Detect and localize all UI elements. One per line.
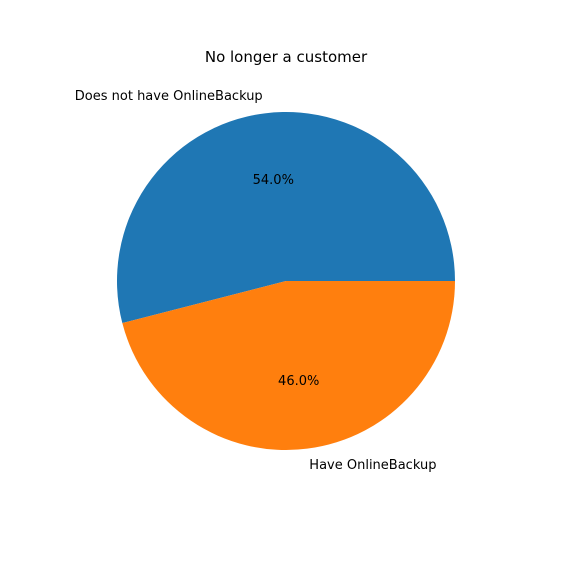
slice-category-label: Does not have OnlineBackup [75, 89, 263, 104]
pie-slice [116, 111, 455, 324]
slice-percent-label: 46.0% [278, 374, 319, 389]
pie-slices [116, 111, 455, 450]
chart-title: No longer a customer [205, 48, 368, 66]
pie-labels: 54.0% Does not have OnlineBackup 46.0% Have… [75, 89, 437, 473]
slice-percent-label: 54.0% [253, 173, 294, 188]
pie-slice [122, 281, 455, 450]
slice-category-label: Have OnlineBackup [309, 458, 436, 473]
